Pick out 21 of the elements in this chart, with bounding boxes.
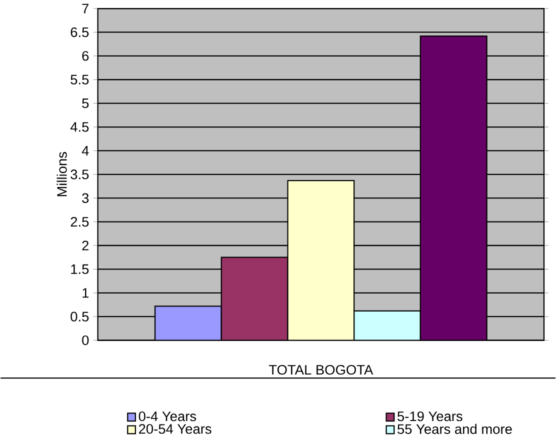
y-tick-label: 1	[82, 288, 89, 298]
y-tick-label: 0.5	[70, 312, 89, 322]
y-tick-label: 5.5	[70, 74, 89, 84]
y-tick-label: 4	[82, 146, 89, 156]
y-tick-label: 7	[82, 4, 89, 14]
y-tick-label: 0	[82, 335, 89, 346]
y-tick-label: 6.5	[70, 27, 89, 38]
y-tick-label: 6	[82, 51, 89, 61]
y-tick-label: 1.5	[71, 264, 89, 274]
legend-label: 5-19 Years	[398, 411, 462, 422]
x-tick-label: TOTAL BOGOTA	[268, 364, 374, 375]
y-tick-label: 2	[82, 240, 89, 250]
legend-label: 0-4 Years	[138, 411, 196, 422]
y-tick-label: 3	[82, 193, 89, 203]
y-tick-label: 5	[82, 98, 89, 108]
y-tick-label: 4.5	[70, 122, 89, 132]
y-tick-label: 2.5	[70, 216, 89, 227]
legend-label: 20-54 Years	[138, 424, 212, 434]
y-tick-label: 3.5	[70, 170, 89, 180]
y-axis-title: Millions	[56, 152, 67, 196]
legend-label: 55 Years and more	[398, 424, 512, 434]
